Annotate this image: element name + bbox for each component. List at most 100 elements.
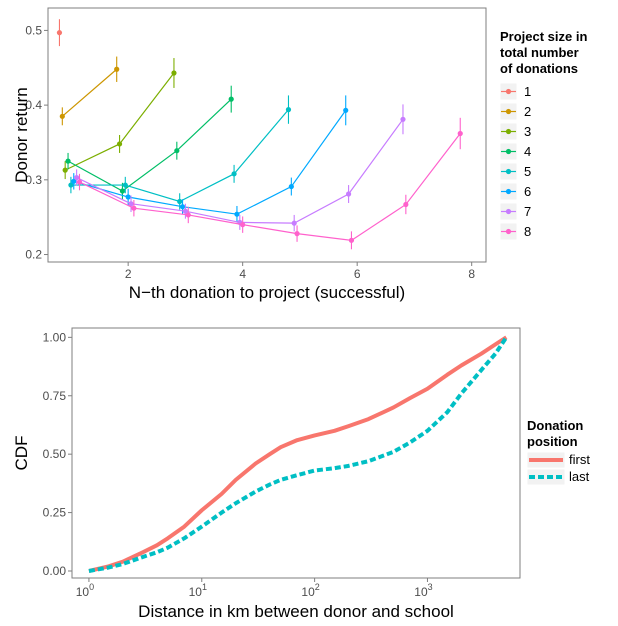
chart1-legend-label: 1 — [524, 84, 531, 99]
chart1-x-tick-label: 4 — [239, 267, 246, 281]
chart1-series-6 — [71, 95, 349, 223]
chart1-data-point — [177, 198, 183, 205]
chart1-data-point — [343, 107, 349, 113]
chart2-x-tick-label: 100 — [76, 582, 94, 599]
chart2-x-tick-base: 10 — [189, 585, 203, 599]
chart1-data-point — [59, 113, 65, 119]
chart2-legend-title-line: position — [527, 434, 578, 449]
chart1-legend-key — [499, 102, 518, 121]
chart1-data-point — [185, 212, 191, 218]
chart1-legend-label: 8 — [524, 224, 531, 239]
chart1-data-point — [291, 220, 297, 226]
chart2-series-line-last — [88, 336, 509, 573]
chart1-data-point — [288, 183, 294, 190]
chart1-legend-key-point — [505, 128, 512, 135]
chart1-legend-key — [499, 142, 518, 161]
chart2-x-tick-base: 10 — [301, 585, 315, 599]
chart2-x-tick-exponent: 1 — [202, 582, 207, 592]
chart1-legend-key-point — [505, 208, 512, 215]
chart1-legend-key — [499, 122, 518, 141]
chart2-legend-key — [526, 468, 566, 486]
chart1-data-point — [116, 141, 123, 147]
chart1-data-point — [119, 188, 126, 194]
chart1-ticks: 2 4 6 8 0.2 0.3 0.4 0.5 — [25, 23, 475, 281]
chart2-x-tick-label: 103 — [414, 582, 432, 599]
chart1-data-point — [71, 178, 77, 184]
chart1-series-3 — [62, 58, 177, 180]
chart2-y-axis-title: CDF — [12, 436, 31, 471]
chart1-series-8 — [76, 117, 463, 250]
chart2-x-tick-exponent: 3 — [428, 582, 433, 592]
chart1-data-point — [231, 171, 237, 177]
chart1-data-point — [234, 211, 240, 217]
chart1-legend-label: 6 — [524, 184, 531, 199]
chart1-series-line — [73, 109, 347, 215]
chart1-series-2 — [59, 56, 120, 126]
chart1-series-5 — [68, 95, 292, 210]
chart1-x-tick-label: 6 — [354, 267, 361, 281]
chart2-y-tick-label: 0.75 — [43, 389, 67, 403]
chart1-y-tick-label: 0.4 — [25, 98, 42, 112]
chart1-legend-key-point — [505, 148, 512, 155]
chart1-data-point — [65, 158, 71, 164]
chart1-data-point — [68, 182, 74, 188]
chart1-legend-key — [499, 162, 518, 181]
chart2-x-tick-base: 10 — [76, 585, 90, 599]
chart1-data-point — [76, 179, 83, 185]
chart1-legend-label: 2 — [524, 104, 531, 119]
chart1-data-point — [182, 208, 189, 214]
chart1-data-point — [400, 116, 406, 122]
chart1-x-axis-title: N−th donation to project (successful) — [129, 283, 405, 302]
chart1-y-tick-label: 0.3 — [25, 173, 42, 187]
chart2-x-axis-title: Distance in km between donor and school — [138, 602, 454, 621]
chart1-legend-label: 5 — [524, 164, 531, 179]
chart2-panel — [71, 327, 521, 579]
chart2-series-group — [88, 335, 509, 573]
chart2-legend-key-bg — [526, 468, 566, 486]
chart1-series-group — [56, 19, 463, 250]
chart1-data-point — [457, 130, 463, 137]
chart1-data-point — [128, 201, 134, 207]
chart1-series-line — [61, 68, 118, 117]
chart1-data-point — [171, 70, 177, 76]
chart1-data-point — [62, 167, 68, 173]
chart1-data-point — [345, 191, 352, 197]
chart1-legend-key — [499, 222, 518, 241]
chart1-data-point — [131, 205, 137, 211]
chart1-legend-title-line: total number — [500, 45, 579, 60]
chart1-legend-title-line: Project size in — [500, 29, 587, 44]
chart2-series-line-first — [88, 335, 508, 573]
chart1-data-point — [403, 201, 409, 208]
chart1-x-tick-label: 2 — [125, 267, 132, 281]
chart1-y-tick-label: 0.2 — [25, 248, 42, 262]
chart1-data-point — [294, 231, 300, 237]
chart1-series-line — [67, 98, 232, 192]
chart1-legend-key-point — [505, 228, 512, 235]
chart1-data-point — [74, 174, 80, 181]
chart1-data-point — [179, 204, 186, 210]
chart1-y-axis-title: Donor return — [12, 87, 31, 182]
chart2-legend-label: last — [569, 469, 590, 484]
chart1-legend-key — [499, 82, 518, 101]
chart1-data-point — [285, 107, 292, 113]
chart1-legend-key-point — [505, 88, 512, 95]
chart2-x-tick-exponent: 0 — [89, 582, 94, 592]
chart2-y-tick-label: 0.00 — [43, 564, 67, 578]
chart1-data-point — [228, 96, 234, 102]
chart1-legend-key — [499, 182, 518, 201]
chart1-series-1 — [56, 19, 63, 47]
chart1-legend-key-point — [505, 168, 512, 175]
chart1-legend-label: 7 — [524, 204, 531, 219]
chart1-legend-key-point — [505, 108, 512, 115]
chart2-y-tick-label: 0.50 — [43, 447, 67, 461]
chart2-legend-title-line: Donation — [527, 418, 583, 433]
chart1-series-line — [79, 133, 461, 241]
chart1-legend-title-line: of donations — [500, 61, 578, 76]
chart1-data-point — [114, 66, 120, 72]
chart1-data-point — [122, 182, 128, 188]
chart2-legend-label: first — [569, 452, 590, 467]
chart1-y-tick-label: 0.5 — [25, 23, 42, 37]
